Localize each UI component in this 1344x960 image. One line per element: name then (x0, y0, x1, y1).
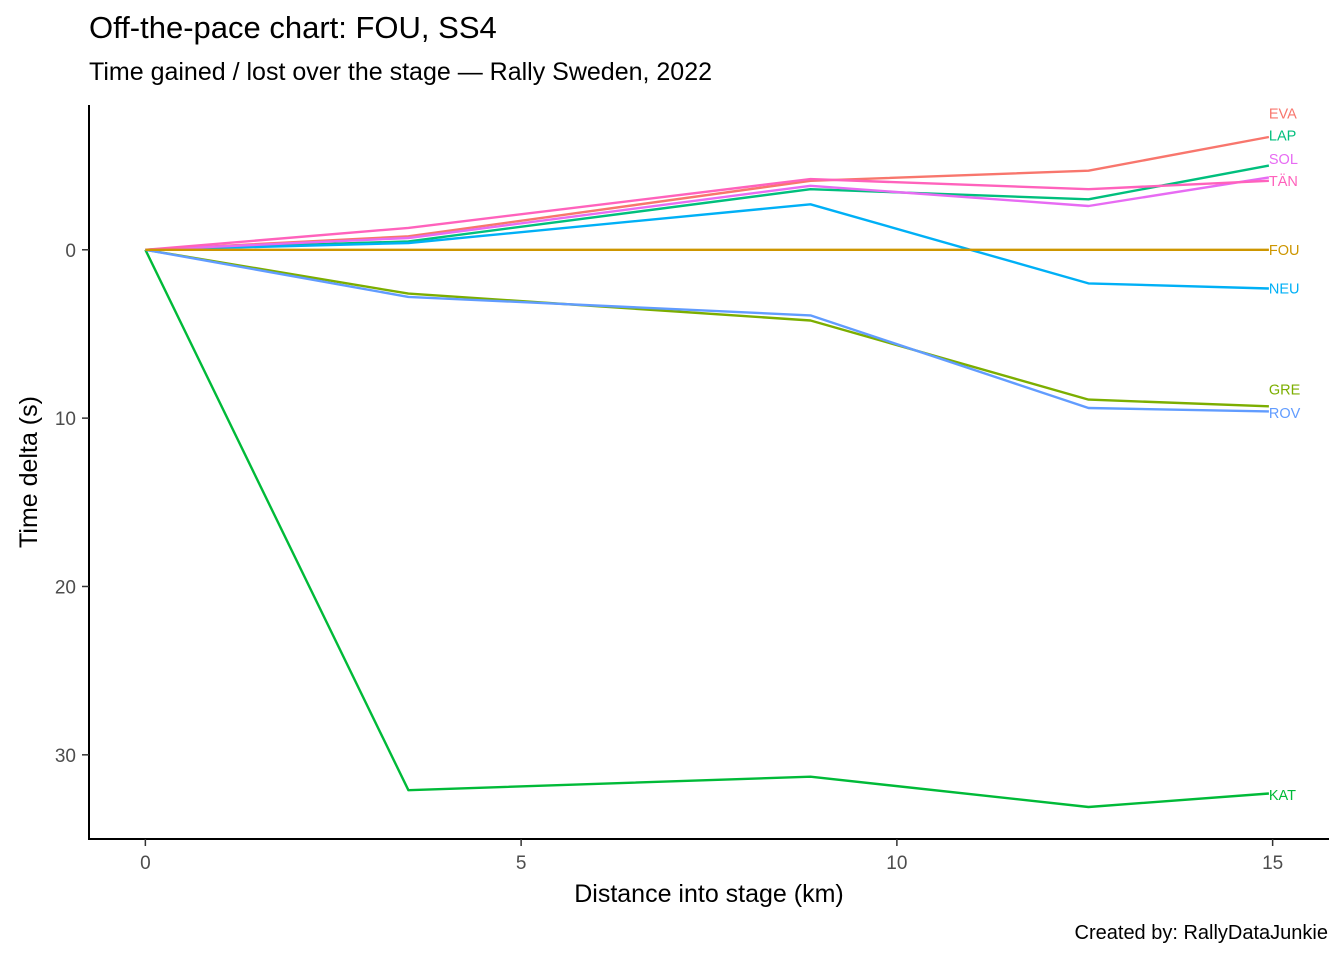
series-layer (144, 135, 1270, 809)
x-axis-title: Distance into stage (km) (574, 880, 844, 908)
series-line-eva (145, 135, 1270, 251)
end-label-gre: GRE (1269, 383, 1301, 399)
series-line-gre (145, 248, 1269, 408)
y-tick-label: 20 (55, 577, 76, 598)
end-label-kat: KAT (1269, 788, 1296, 804)
x-tick-label: 0 (140, 853, 151, 874)
end-labels: EVA LAP SOL TÄN FOU NEU GRE ROV KAT (1269, 106, 1301, 804)
series-line-kat (144, 249, 1269, 809)
end-label-sol: SOL (1269, 152, 1298, 168)
y-ticks: 0 10 20 30 (55, 241, 89, 767)
x-tick-label: 15 (1262, 853, 1283, 874)
x-ticks: 0 5 10 15 (140, 839, 1283, 874)
end-label-eva: EVA (1269, 106, 1297, 122)
x-tick-label: 10 (886, 853, 907, 874)
end-label-fou: FOU (1269, 243, 1300, 259)
y-tick-label: 30 (55, 746, 76, 767)
series-line-lap (145, 164, 1270, 251)
y-tick-label: 0 (65, 241, 76, 262)
end-label-tan: TÄN (1269, 173, 1298, 190)
y-axis-title: Time delta (s) (15, 396, 43, 548)
chart-caption: Created by: RallyDataJunkie (1074, 922, 1328, 944)
x-tick-label: 5 (516, 853, 527, 874)
end-label-lap: LAP (1269, 128, 1296, 144)
y-tick-label: 10 (55, 409, 76, 430)
end-label-rov: ROV (1269, 406, 1301, 422)
series-line-neu (145, 203, 1269, 290)
series-line-tan (145, 177, 1269, 251)
series-line-rov (145, 248, 1269, 413)
chart-subtitle: Time gained / lost over the stage — Rall… (89, 58, 713, 86)
end-label-neu: NEU (1269, 282, 1300, 298)
series-line-sol (145, 176, 1270, 251)
chart-title: Off-the-pace chart: FOU, SS4 (89, 10, 497, 45)
